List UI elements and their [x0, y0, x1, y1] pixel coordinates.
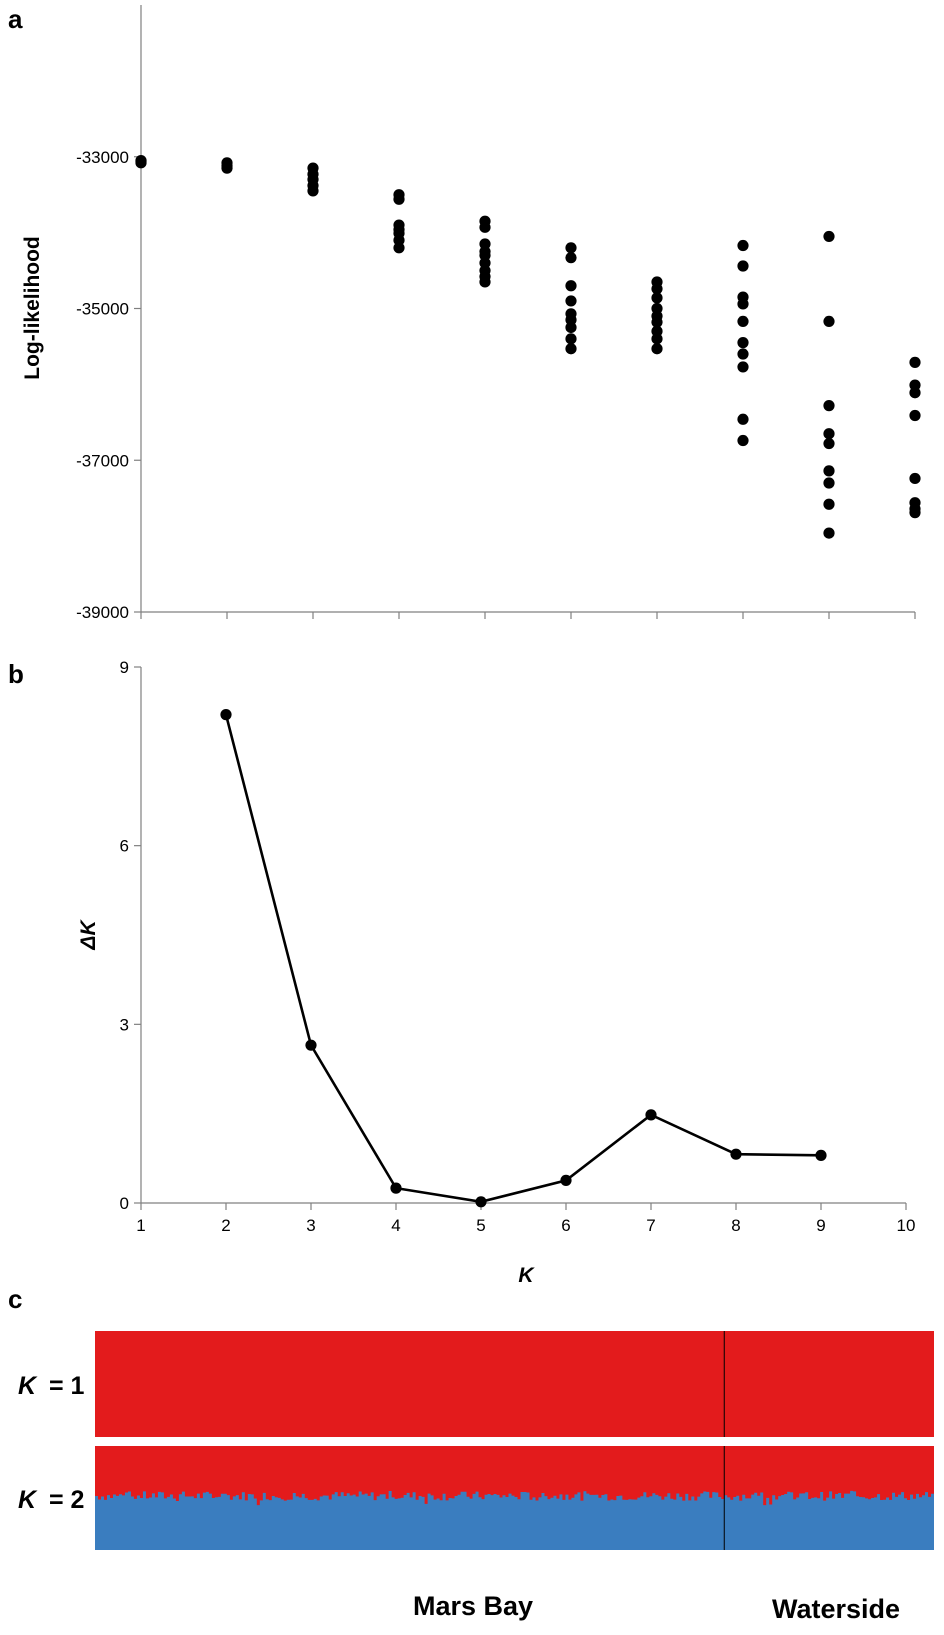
panel-a-point	[737, 260, 749, 272]
panel-a-y-tick-label: -37000	[76, 451, 129, 470]
panel-b-point	[220, 709, 232, 721]
panel-a-point	[737, 434, 749, 447]
panel-b-series-line	[224, 714, 822, 1204]
panel-b-y-tick-label: 9	[120, 658, 129, 677]
panel-a-point	[737, 298, 749, 310]
panel-a-label: a	[8, 4, 23, 34]
panel-b-x-tick-label: 10	[897, 1216, 916, 1235]
panel-a-y-tick-label: -33000	[76, 148, 129, 167]
panel-b-x-tick-label: 1	[136, 1216, 145, 1235]
panel-a-point	[909, 356, 921, 368]
k1-row-label-k: K	[18, 1372, 38, 1400]
k1-row-label-eq: = 1	[49, 1372, 85, 1400]
panel-a-point	[737, 315, 749, 327]
panel-b-x-tick-label: 5	[476, 1216, 485, 1235]
panel-b-y-tick-label: 0	[120, 1194, 129, 1213]
panel-b-point	[390, 1182, 402, 1194]
panel-a-point	[909, 507, 921, 519]
panel-b-x-tick-label: 9	[816, 1216, 825, 1235]
panel-a-point	[565, 252, 577, 264]
panel-a-point	[393, 242, 405, 254]
panel-b-x-axis-label: K	[518, 1264, 535, 1287]
panel-a-point	[823, 498, 835, 510]
population-label-waterside: Waterside	[772, 1594, 900, 1624]
panel-a-point	[565, 242, 577, 254]
panel-a-point	[651, 343, 663, 355]
panel-a-point	[221, 162, 233, 174]
panel-a-point	[737, 337, 749, 349]
k2-cluster-blue-bars	[95, 1490, 934, 1550]
panel-a-point	[909, 409, 921, 422]
panel-a-y-axis-label: Log-likelihood	[21, 236, 44, 379]
panel-a-x-ticks	[140, 612, 916, 619]
panel-a-point	[651, 333, 663, 345]
panel-b-point	[305, 1039, 317, 1051]
panel-a-point	[479, 221, 491, 233]
panel-b-x-tick-label: 8	[731, 1216, 740, 1235]
panel-a-point	[909, 387, 921, 399]
panel-a-y-tick-label: -39000	[76, 603, 129, 622]
panel-a-point	[135, 157, 147, 169]
panel-a-point	[393, 193, 405, 205]
k1-row-label: K = 1	[18, 1372, 85, 1400]
panel-b-y-tick-label: 6	[120, 837, 129, 856]
panel-a-point	[737, 348, 749, 360]
panel-a-point	[823, 527, 835, 539]
panel-a-point	[909, 472, 921, 485]
panel-b-x-tick-label: 4	[391, 1216, 400, 1235]
panel-a-point	[823, 437, 835, 450]
k2-row-label-k: K	[18, 1486, 38, 1514]
panel-a-point	[479, 276, 491, 288]
k1-cluster-bar	[95, 1331, 934, 1437]
panel-a-point	[307, 185, 319, 197]
panel-a-point	[651, 316, 663, 328]
panel-b-point	[730, 1148, 742, 1160]
panel-a-point	[823, 477, 835, 489]
panel-a-point	[823, 465, 835, 477]
k2-row-label: K = 2	[18, 1486, 84, 1514]
panel-b-y-ticks: 0 3 6 9	[120, 658, 141, 1213]
panel-a-points	[135, 154, 921, 539]
panel-a-point	[565, 343, 577, 355]
panel-c-label: c	[8, 1284, 22, 1314]
panel-b-y-axis-label: ΔK	[77, 919, 100, 951]
panel-a-point	[823, 428, 835, 440]
panel-c: c K = 1 K = 2 Mars Bay Waterside	[8, 1284, 934, 1624]
panel-a-point	[565, 295, 577, 307]
population-label-mars-bay: Mars Bay	[413, 1591, 533, 1621]
panel-b-points	[220, 709, 827, 1208]
panel-a-point	[823, 315, 835, 327]
panel-a-point	[651, 283, 663, 295]
panel-b-x-tick-label: 6	[561, 1216, 570, 1235]
panel-a-point	[565, 321, 577, 334]
panel-c-rows	[95, 1331, 934, 1550]
panel-a-point	[823, 230, 835, 243]
panel-b-point	[815, 1149, 827, 1161]
panel-a-point	[737, 239, 749, 252]
panel-b-x-tick-label: 2	[221, 1216, 230, 1235]
panel-a: a -33000 -35000 -37000 -39000 Log-likelihoo…	[8, 4, 921, 622]
panel-a-y-tick-label: -35000	[76, 300, 129, 319]
panel-b-x-tick-label: 3	[306, 1216, 315, 1235]
panel-a-y-ticks: -33000 -35000 -37000 -39000	[76, 148, 141, 622]
panel-b-point	[645, 1109, 657, 1121]
panel-b-point	[560, 1174, 572, 1186]
panel-a-point	[737, 361, 749, 373]
k2-row-label-eq: = 2	[49, 1486, 84, 1514]
panel-a-point	[823, 400, 835, 412]
panel-a-point	[565, 333, 577, 345]
panel-a-point	[565, 280, 577, 292]
panel-b-y-tick-label: 3	[120, 1015, 129, 1034]
panel-a-point	[651, 292, 663, 304]
panel-b-point	[475, 1196, 487, 1208]
panel-a-point	[737, 413, 749, 425]
panel-b-x-tick-label: 7	[646, 1216, 655, 1235]
panel-b-x-ticks: 1 2 3 4 5 6 7 8 9 10	[136, 1203, 915, 1235]
panel-b-label: b	[8, 659, 24, 689]
